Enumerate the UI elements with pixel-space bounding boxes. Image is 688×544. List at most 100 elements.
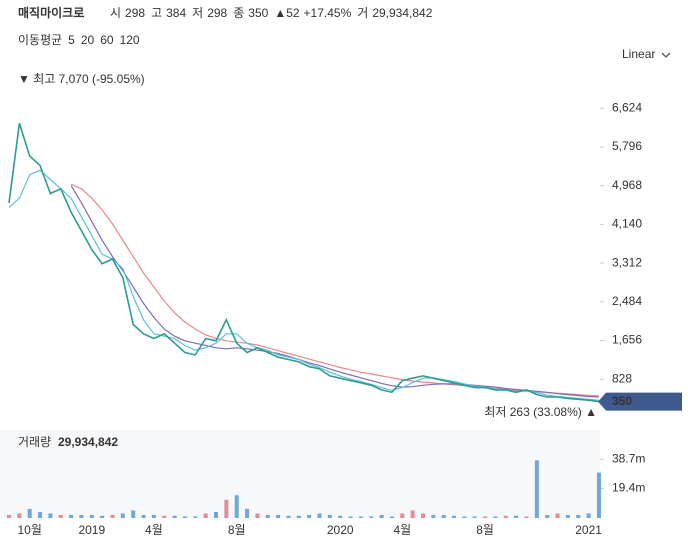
volume-bar: [358, 516, 363, 518]
volume-bar: [120, 513, 125, 518]
volume-bar: [27, 508, 32, 518]
volume-bar: [307, 514, 312, 518]
volume-bar: [462, 516, 467, 518]
legend-entry: 120: [120, 33, 140, 47]
volume-bar: [472, 516, 477, 518]
volume-bar: [131, 510, 136, 518]
volume-bar: [421, 513, 425, 518]
volume-bar: [565, 514, 570, 518]
volume-bar: [224, 499, 229, 518]
volume-bar: [38, 511, 43, 518]
y-tick-label: 3,312: [612, 255, 642, 269]
legend-entry: 5: [68, 33, 75, 47]
quote-label: 고: [151, 6, 162, 20]
volume-bar: [172, 515, 177, 518]
volume-bar: [524, 516, 529, 518]
volume-bar: [369, 516, 374, 518]
volume-bar: [400, 513, 405, 518]
volume-tick-label: 19.4m: [612, 481, 645, 495]
volume-bar: [576, 514, 581, 518]
volume-bar: [441, 514, 446, 518]
x-tick-label: 8월: [476, 523, 494, 537]
x-tick-label: 2021: [575, 523, 602, 537]
legend-entry: 60: [100, 33, 114, 47]
quote-label: 종: [233, 6, 244, 20]
volume-bar: [17, 513, 22, 518]
volume-total: 29,934,842: [58, 435, 118, 449]
volume-bar: [338, 515, 343, 518]
stock-name: 매직마이크로: [18, 5, 84, 20]
x-tick-label: 10월: [18, 523, 42, 537]
volume-bar: [245, 508, 250, 518]
volume-bar: [79, 514, 84, 518]
volume-bar: [214, 511, 218, 518]
volume-bar: [286, 515, 291, 518]
y-tick-label: 2,484: [612, 294, 642, 308]
quote-label: 저: [192, 6, 203, 20]
volume-bar: [503, 515, 508, 518]
high-note: ▼ 최고 7,070 (-95.05%): [18, 72, 145, 86]
volume-bar: [555, 513, 560, 518]
low-note: 최저 263 (33.08%) ▲: [484, 405, 597, 419]
quote-value: 350: [248, 6, 268, 20]
volume-bar: [110, 514, 115, 518]
y-tick-label: 4,140: [612, 217, 642, 231]
x-tick-label: 2020: [327, 523, 354, 537]
quote-value: 298: [125, 6, 145, 20]
volume-value: 29,934,842: [372, 6, 432, 20]
volume-bar: [100, 515, 105, 518]
volume-bar: [255, 513, 260, 518]
ma-label: 이동평균: [18, 33, 62, 47]
y-tick-label: 828: [612, 371, 632, 385]
volume-bar: [48, 513, 53, 518]
volume-tick-label: 38.7m: [612, 451, 645, 465]
quote-value: 384: [166, 6, 186, 20]
volume-bar: [58, 514, 63, 518]
ma-line: [70, 185, 599, 398]
volume-panel: [0, 430, 600, 518]
volume-bar: [452, 515, 457, 518]
volume-title: 거래량: [18, 435, 51, 449]
volume-bar: [348, 516, 353, 518]
x-tick-label: 8월: [228, 523, 246, 537]
y-tick-label: 1,656: [612, 333, 642, 347]
volume-label: 거: [357, 6, 368, 20]
x-tick-label: 4월: [145, 523, 163, 537]
scale-toggle[interactable]: Linear: [622, 47, 655, 61]
volume-bar: [534, 460, 539, 518]
volume-bar: [203, 513, 208, 518]
volume-bar: [296, 515, 301, 518]
volume-bar: [69, 514, 74, 518]
volume-bar: [389, 516, 394, 518]
volume-bar: [431, 514, 436, 518]
volume-bar: [182, 516, 187, 518]
volume-bar: [586, 513, 591, 518]
volume-bar: [89, 514, 94, 518]
y-tick-label: 5,796: [612, 139, 642, 153]
volume-bar: [234, 495, 239, 518]
last-price-tag: [598, 392, 682, 411]
volume-bar: [276, 514, 281, 518]
volume-bar: [317, 513, 322, 518]
volume-bar: [596, 472, 601, 518]
volume-bar: [7, 514, 11, 518]
volume-bar: [545, 514, 550, 518]
volume-bar: [265, 514, 270, 518]
volume-bar: [327, 514, 332, 518]
volume-bar: [379, 514, 384, 518]
volume-bar: [193, 516, 198, 518]
volume-bar: [410, 510, 415, 518]
x-tick-label: 4월: [393, 523, 411, 537]
y-tick-label: 6,624: [612, 100, 642, 114]
volume-bar: [483, 516, 488, 518]
last-price-label: 350: [612, 394, 632, 408]
y-tick-label: 4,968: [612, 178, 642, 192]
legend-entry: 20: [81, 33, 95, 47]
chevron[interactable]: [661, 52, 671, 58]
change: ▲52: [274, 6, 300, 20]
ma-line: [70, 183, 599, 397]
x-tick-label: 2019: [78, 523, 105, 537]
volume-bar: [151, 514, 156, 518]
ma-line: [8, 123, 600, 403]
